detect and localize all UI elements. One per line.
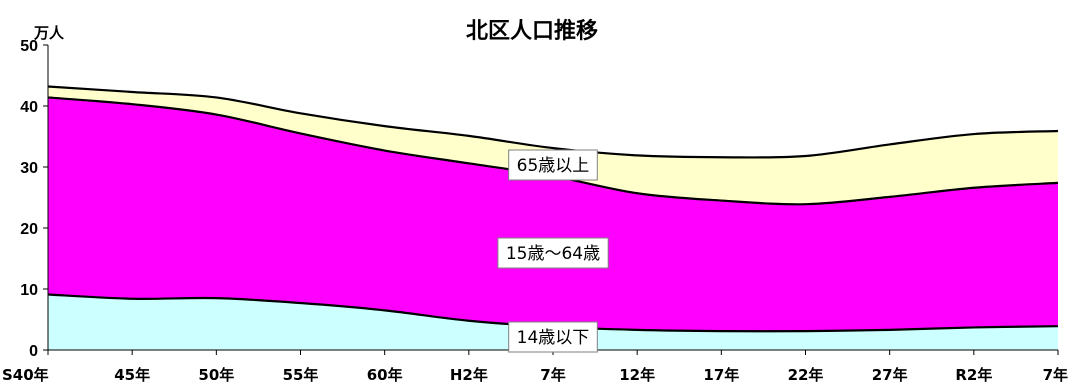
x-tick-label: 60年 [367,366,403,384]
x-tick-label: 17年 [703,366,739,384]
x-tick-label: H2年 [450,366,488,384]
series-label-1: 14歳以下 [508,321,598,353]
x-tick-label: 7年 [540,366,565,384]
series-label-text: 15歳～64歳 [506,244,600,264]
x-tick-label: 22年 [788,366,824,384]
series-label-box [497,237,609,269]
x-tick-label: S40年 [2,366,49,384]
x-axis-ticks: S40年 45年 50年 55年 60年 H2年 7年 12年 17年 22年 27年 R2年 7年 [2,350,1068,384]
series-line-3 [47,85,1059,159]
y-tick-label: 50 [20,38,38,55]
x-tick-label: 50年 [198,366,234,384]
area-1 [48,294,1058,350]
x-tick-label: 45年 [114,366,150,384]
chart-title: 北区人口推移 [466,18,598,44]
x-tick-label: 27年 [872,366,908,384]
x-tick-label: R2年 [955,366,992,384]
y-axis-ticks: 0 10 20 30 40 50 [20,38,48,360]
area-layer [48,86,1058,350]
x-tick-label: 12年 [619,366,655,384]
series-label-3: 65歳以上 [508,149,598,181]
series-label-text: 65歳以上 [517,156,590,176]
y-tick-label: 0 [29,343,38,360]
series-label-text: 14歳以下 [517,328,590,348]
series-label-2: 15歳～64歳 [497,237,609,269]
area-2 [48,97,1058,332]
y-tick-label: 20 [20,221,38,238]
y-tick-label: 30 [20,160,38,177]
y-tick-label: 10 [20,282,38,299]
area-3 [48,86,1058,205]
x-tick-label: 55年 [283,366,319,384]
y-axis-unit: 万人 [33,24,65,42]
series-label-box [508,149,598,181]
series-labels: 14歳以下 15歳～64歳 65歳以上 [497,149,609,353]
x-tick-label: 7年 [1043,366,1068,384]
y-tick-label: 40 [20,99,38,116]
series-label-box [508,321,598,353]
